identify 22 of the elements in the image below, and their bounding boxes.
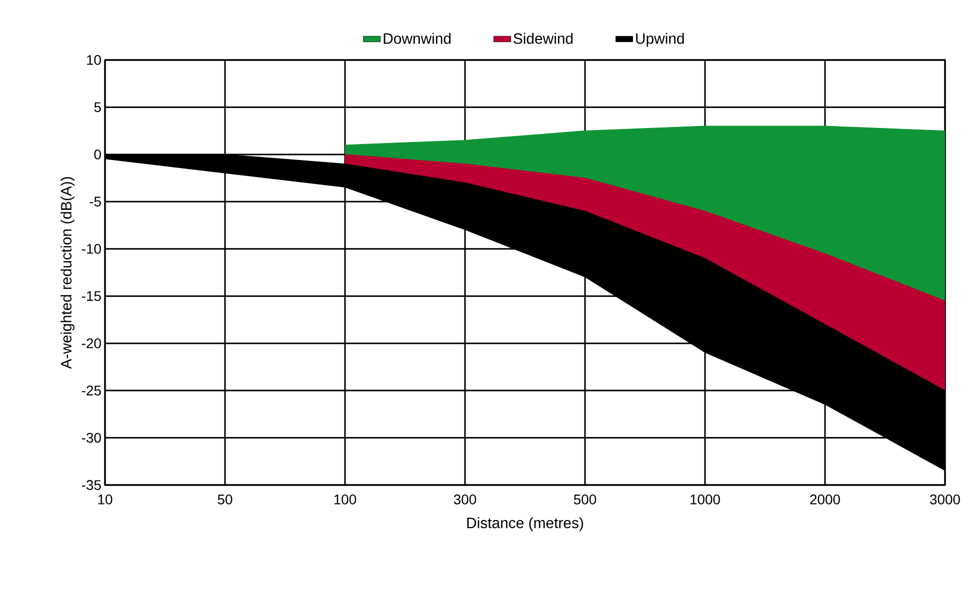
legend-label: Downwind	[384, 32, 451, 44]
x-tick-label: 3000	[930, 494, 960, 504]
y-axis-title: A-weighted reduction (dB(A))	[60, 177, 74, 369]
y-tick-label: 10	[87, 55, 101, 65]
y-tick-label: -10	[82, 244, 101, 254]
x-tick-label: 1000	[690, 494, 720, 504]
x-axis-title: Distance (metres)	[467, 517, 584, 532]
legend-label: Sidewind	[514, 32, 573, 44]
legend-label: Upwind	[636, 32, 684, 47]
x-tick-label: 500	[574, 494, 596, 504]
x-tick-label: 2000	[810, 494, 840, 504]
x-tick-label: 100	[334, 494, 356, 504]
y-tick-label: -30	[82, 432, 101, 443]
x-tick-label: 50	[218, 494, 232, 504]
x-tick-label: 300	[454, 494, 476, 504]
y-tick-label: 5	[94, 102, 101, 112]
y-tick-label: -35	[82, 480, 101, 490]
y-tick-label: -20	[82, 338, 101, 348]
y-tick-label: -25	[82, 386, 101, 396]
y-tick-label: -15	[82, 291, 101, 301]
y-tick-label: 0	[94, 149, 101, 160]
y-tick-label: -5	[90, 196, 101, 207]
